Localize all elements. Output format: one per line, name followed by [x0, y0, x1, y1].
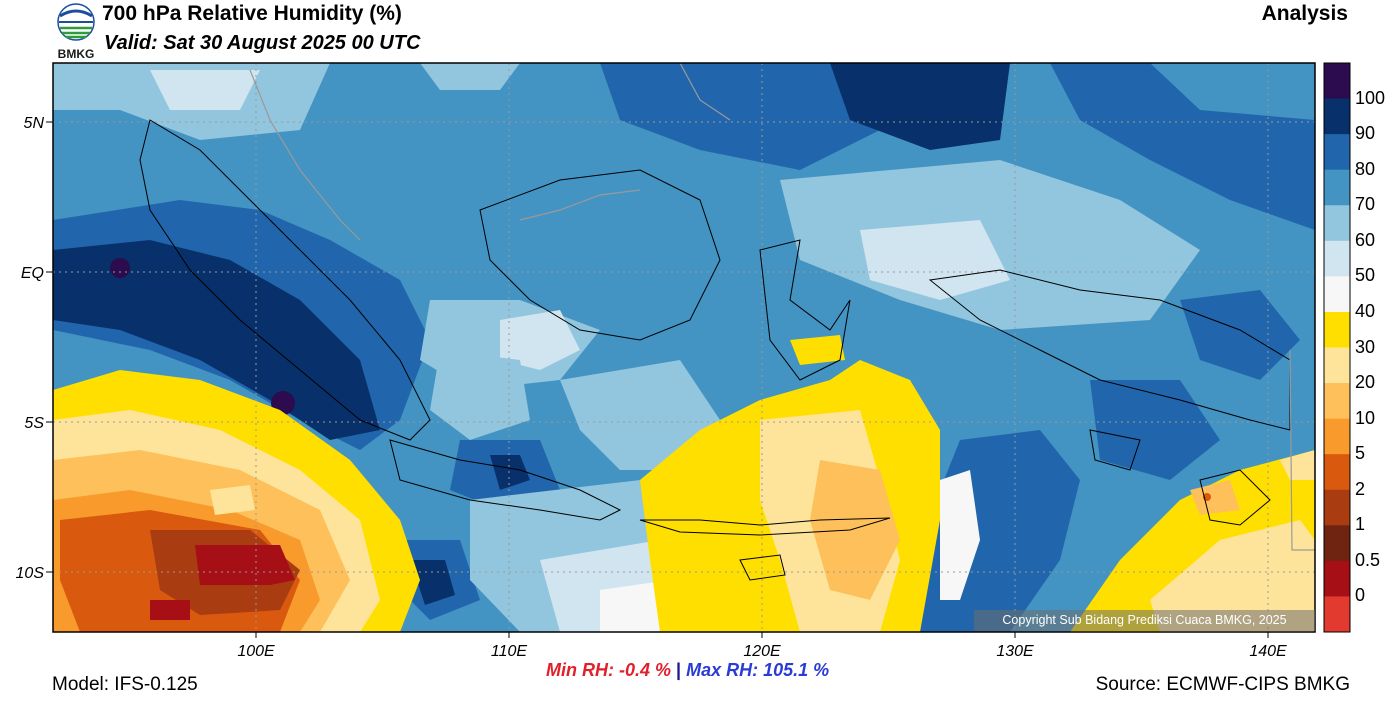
svg-text:BMKG: BMKG: [58, 47, 95, 60]
lon-label-120e: 120E: [743, 643, 781, 660]
model-label: Model: IFS-0.125: [52, 674, 198, 695]
colorbar-label: 40: [1355, 300, 1376, 321]
lon-label-100e: 100E: [237, 643, 275, 660]
colorbar-label: 100: [1355, 87, 1386, 108]
colorbar-label: 1: [1355, 514, 1366, 535]
lat-label-5s: 5S: [24, 415, 44, 432]
humidity-field: [53, 63, 1315, 632]
lon-label-140e: 140E: [1249, 643, 1287, 660]
source-label: Source: ECMWF-CIPS BMKG: [1095, 674, 1350, 695]
lat-label-eq: EQ: [21, 265, 44, 282]
colorbar-label: 90: [1355, 123, 1376, 144]
copyright-notice: Copyright Sub Bidang Prediksi Cuaca BMKG…: [974, 610, 1315, 631]
colorbar-swatch: [1324, 311, 1350, 348]
colorbar-swatch: [1324, 454, 1350, 491]
colorbar-label: 2: [1355, 478, 1366, 499]
colorbar-swatch: [1324, 205, 1350, 242]
bmkg-logo: BMKG: [57, 3, 95, 60]
colorbar-label: 30: [1355, 336, 1376, 357]
map-frame: [52, 62, 1316, 633]
axis-ticks: [46, 121, 1269, 638]
map-title: 700 hPa Relative Humidity (%): [102, 2, 402, 25]
colorbar-swatch: [1324, 240, 1350, 277]
colorbar-swatch: [1324, 525, 1350, 562]
borders: [249, 63, 1315, 551]
colorbar-label: 20: [1355, 372, 1376, 393]
colorbar-swatch: [1324, 560, 1350, 597]
colorbar-swatch: [1324, 169, 1350, 206]
colorbar-swatch: [1324, 489, 1350, 526]
colorbar-swatch: [1324, 418, 1350, 455]
analysis-label: Analysis: [1261, 2, 1348, 25]
lat-label-10s: 10S: [16, 565, 45, 582]
colorbar-swatch: [1324, 383, 1350, 420]
min-max-separator: |: [676, 660, 682, 680]
colorbar-label: 0: [1355, 585, 1366, 606]
coastlines: [139, 119, 1291, 581]
min-rh: Min RH: -0.4 %: [546, 660, 672, 680]
colorbar-swatch: [1324, 276, 1350, 313]
colorbar-label: 50: [1355, 265, 1376, 286]
min-max-rh: Min RH: -0.4 % | Max RH: 105.1 %: [546, 660, 829, 681]
colorbar-label: 60: [1355, 229, 1376, 250]
colorbar-frame: [1323, 62, 1351, 633]
colorbar-label: 5: [1355, 443, 1366, 464]
colorbar-swatch: [1324, 134, 1350, 171]
colorbar-label: 0.5: [1355, 549, 1381, 570]
lon-label-130e: 130E: [996, 643, 1034, 660]
colorbar-label: 10: [1355, 407, 1376, 428]
lon-label-110e: 110E: [491, 643, 528, 660]
valid-time: Valid: Sat 30 August 2025 00 UTC: [104, 32, 421, 54]
colorbar-swatch: [1324, 347, 1350, 384]
colorbar-swatch: [1324, 98, 1350, 135]
colorbar-label: 80: [1355, 158, 1376, 179]
max-rh: Max RH: 105.1 %: [686, 660, 830, 680]
grid-lines: [53, 63, 1315, 632]
colorbar-swatch: [1324, 63, 1350, 100]
colorbar-swatch: [1324, 596, 1350, 633]
colorbar-label: 70: [1355, 194, 1376, 215]
colorbar: [1323, 62, 1351, 633]
lat-label-5n: 5N: [24, 115, 45, 132]
